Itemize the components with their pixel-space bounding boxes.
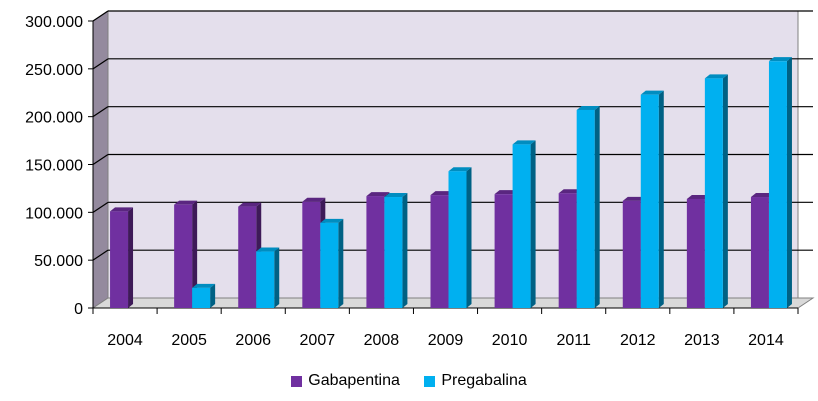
legend-item-pregabalina: Pregabalina bbox=[424, 372, 527, 390]
y-tick-label: 200.000 bbox=[25, 110, 83, 127]
legend-label-pregabalina: Pregabalina bbox=[441, 372, 527, 389]
legend-label-gabapentina: Gabapentina bbox=[308, 372, 400, 389]
y-axis-tick-labels: 0 50.000 100.000 150.000 200.000 250.000 300.0… bbox=[25, 14, 83, 318]
gridline-side bbox=[92, 249, 109, 261]
bar-pregabalina-2012 bbox=[640, 90, 664, 308]
bar-pregabalina-2014 bbox=[768, 57, 792, 309]
bar-pregabalina-2013 bbox=[704, 74, 728, 309]
bar-gabapentina-2004 bbox=[110, 207, 134, 308]
legend: Gabapentina Pregabalina bbox=[0, 372, 818, 392]
x-tick-label-2005: 2005 bbox=[171, 332, 207, 349]
x-tick-label-2008: 2008 bbox=[364, 332, 400, 349]
y-tick-label: 300.000 bbox=[25, 14, 83, 31]
bar-pregabalina-2007 bbox=[320, 218, 344, 308]
legend-item-gabapentina: Gabapentina bbox=[291, 372, 400, 390]
bar-gabapentina-2005 bbox=[174, 200, 198, 308]
gridline-side bbox=[92, 154, 109, 165]
legend-swatch-pregabalina bbox=[424, 375, 436, 387]
y-tick-label: 250.000 bbox=[25, 62, 83, 79]
y-tick-label: 0 bbox=[74, 301, 83, 318]
x-tick-label-2007: 2007 bbox=[300, 332, 336, 349]
bar-pregabalina-2008 bbox=[384, 193, 408, 308]
x-axis-tick-labels: 2004 2005 2006 2007 2008 2009 2010 2011 2012 2013… bbox=[107, 332, 784, 349]
bar-pregabalina-2010 bbox=[512, 140, 536, 308]
y-tick-label: 100.000 bbox=[25, 205, 83, 222]
x-tick-label-2009: 2009 bbox=[428, 332, 464, 349]
bar-pregabalina-2011 bbox=[576, 105, 600, 308]
gridline-side bbox=[92, 58, 109, 70]
y-tick-label: 150.000 bbox=[25, 158, 83, 175]
bar-pregabalina-2009 bbox=[448, 167, 472, 308]
x-tick-label-2014: 2014 bbox=[748, 332, 784, 349]
x-tick-label-2011: 2011 bbox=[556, 332, 591, 349]
x-tick-label-2004: 2004 bbox=[107, 332, 143, 349]
x-tick-label-2013: 2013 bbox=[684, 332, 720, 349]
gridline-side bbox=[92, 201, 109, 213]
x-tick-label-2010: 2010 bbox=[492, 332, 528, 349]
bars bbox=[110, 57, 792, 309]
x-tick-label-2006: 2006 bbox=[235, 332, 271, 349]
legend-swatch-gabapentina bbox=[291, 375, 303, 387]
bar-pregabalina-2005 bbox=[192, 283, 216, 308]
x-tick-label-2012: 2012 bbox=[620, 332, 656, 349]
bar-pregabalina-2006 bbox=[256, 247, 280, 308]
gridline-side bbox=[92, 106, 109, 118]
gridline-side bbox=[92, 10, 109, 22]
y-tick-label: 50.000 bbox=[34, 253, 83, 270]
